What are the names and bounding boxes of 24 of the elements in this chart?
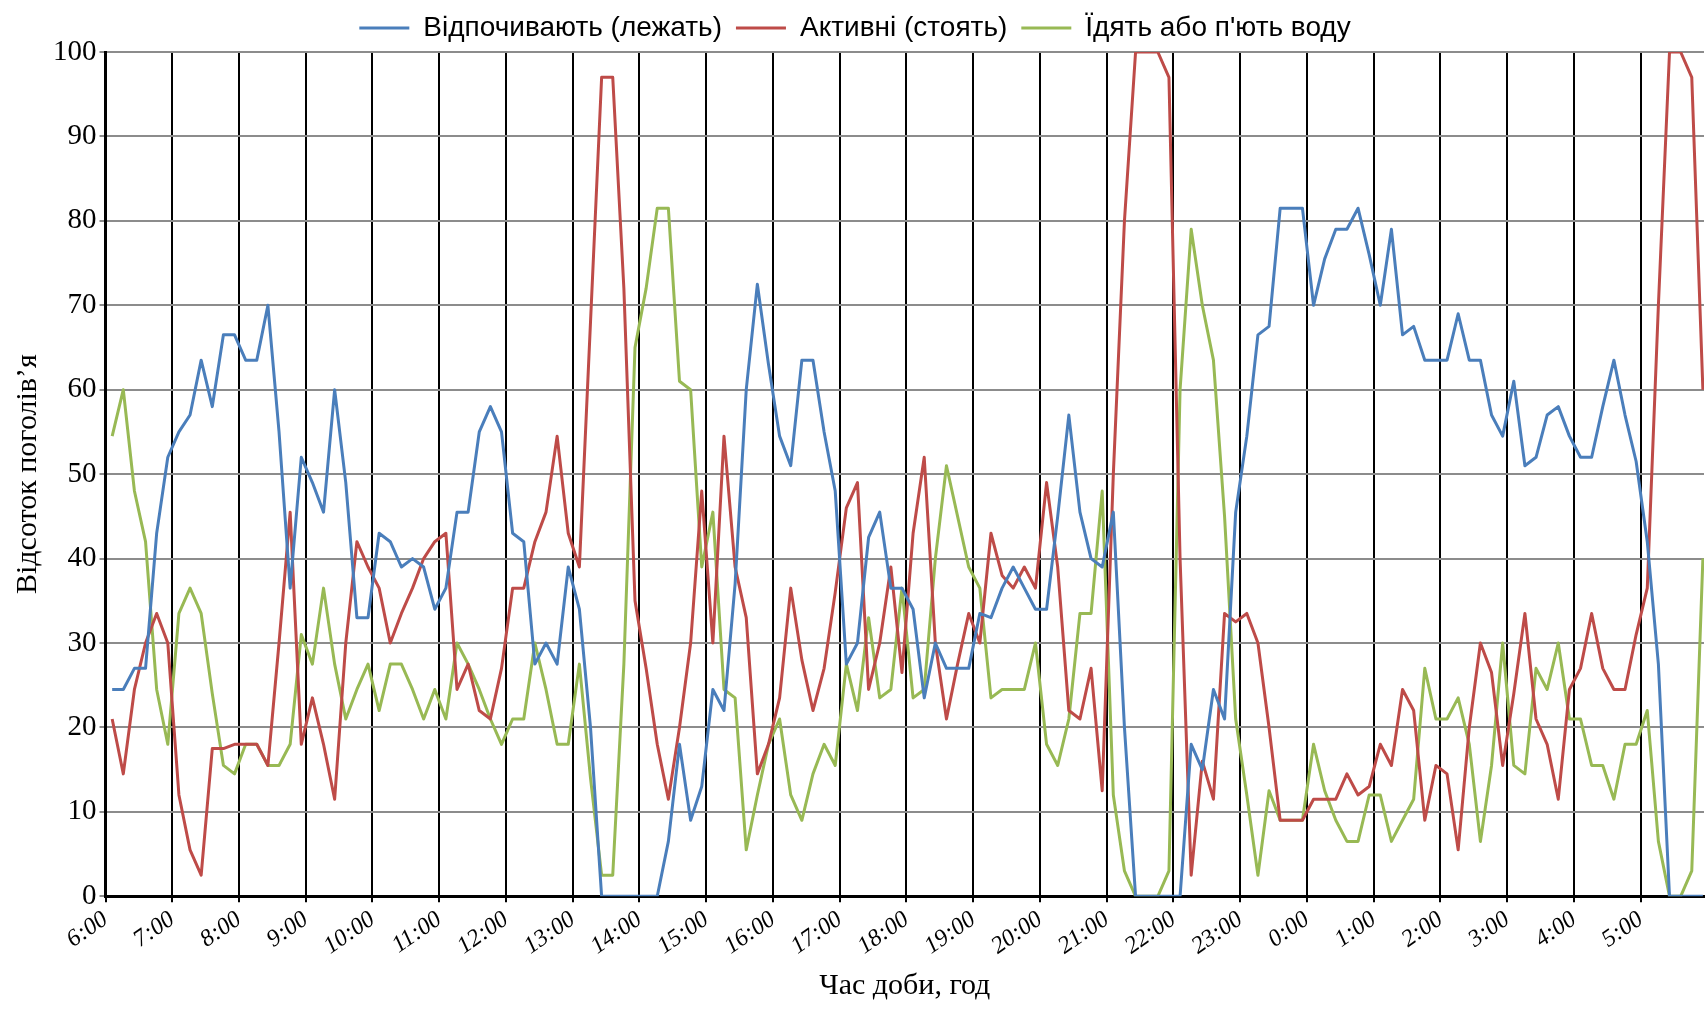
legend-label: Активні (стоять) (799, 10, 1008, 42)
y-axis-title: Відсоток поголів’я (8, 354, 42, 595)
x-tick-label: 3:00 (1461, 905, 1514, 953)
y-tick-label: 10 (67, 793, 97, 826)
x-tick-label: 8:00 (194, 905, 246, 952)
x-tick-label: 7:00 (127, 905, 179, 952)
y-tick-label: 100 (53, 33, 97, 66)
legend-label: Їдять або п'ють воду (1085, 10, 1351, 42)
y-tick-label: 40 (67, 540, 97, 573)
y-tick-label: 80 (67, 202, 97, 235)
y-tick-label: 60 (67, 371, 97, 404)
x-tick-label: 9:00 (261, 905, 313, 952)
y-tick-label: 50 (67, 455, 97, 488)
x-tick-label: 0:00 (1262, 905, 1314, 952)
legend-label: Відпочивають (лежать) (423, 10, 722, 42)
y-tick-label: 20 (67, 709, 97, 742)
x-tick-label: 1:00 (1329, 905, 1381, 952)
y-tick-label: 90 (67, 118, 97, 151)
y-tick-label: 70 (67, 286, 97, 319)
x-axis-title: Час доби, год (819, 966, 991, 1000)
y-tick-label: 30 (67, 624, 97, 657)
x-tick-label: 2:00 (1395, 905, 1447, 952)
x-tick-label: 5:00 (1596, 905, 1648, 952)
x-tick-label: 4:00 (1529, 905, 1581, 952)
